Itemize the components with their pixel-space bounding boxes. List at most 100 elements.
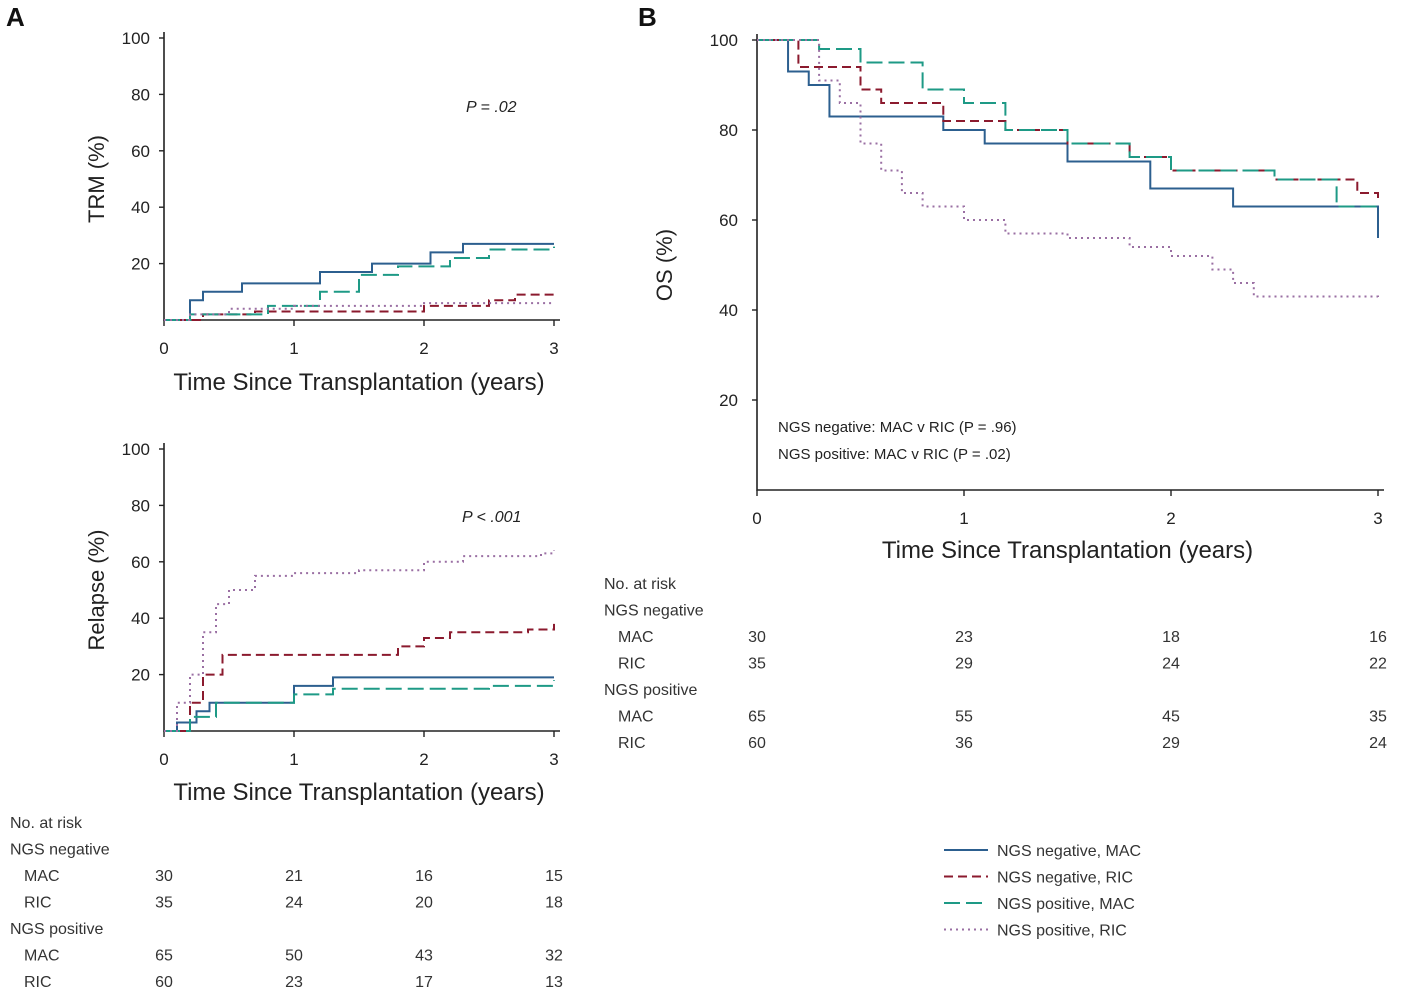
trm-axes: [163, 32, 560, 321]
risk-value: 16: [1369, 629, 1387, 646]
os-ytick-label: 100: [710, 31, 738, 50]
risk-value: 60: [748, 735, 766, 752]
risk-value: 24: [1162, 656, 1180, 673]
relapse-ytick-label: 60: [131, 553, 150, 572]
os-series-ngs-positive-ric: [757, 39, 1379, 301]
panel-label-a: A: [6, 2, 25, 32]
legend: NGS negative, MAC NGS negative, RIC NGS po…: [944, 843, 1141, 940]
risk-value: 29: [1162, 735, 1180, 752]
relapse-chart: 20 40 60 80 100 0 1 2 3 Time Since Transplantatio…: [84, 440, 560, 806]
trm-xtick-label: 0: [159, 339, 168, 358]
trm-x-axis-title: Time Since Transplantation (years): [173, 369, 544, 396]
trm-series-ngs-positive-mac: [164, 246, 555, 321]
trm-p-value: P = .02: [466, 99, 517, 116]
panel-label-b: B: [638, 2, 657, 32]
trm-ytick-label: 80: [131, 85, 150, 104]
risk-value: 23: [285, 974, 303, 991]
risk-value: 23: [955, 629, 973, 646]
relapse-series-ngs-positive-ric: [164, 550, 555, 732]
risk-value: 15: [545, 868, 563, 885]
trm-ytick-label: 100: [122, 29, 150, 48]
risk-value: 45: [1162, 709, 1180, 726]
relapse-p-value: P < .001: [462, 509, 521, 526]
risk-value: 24: [1369, 735, 1387, 752]
os-x-axis-title: Time Since Transplantation (years): [882, 537, 1253, 564]
trm-xtick-label: 3: [549, 339, 558, 358]
risk-value: 36: [955, 735, 973, 752]
risk-value: 60: [155, 974, 173, 991]
risk-row-label: MAC: [24, 948, 60, 965]
risk-value: 29: [955, 656, 973, 673]
trm-xtick-label: 2: [419, 339, 428, 358]
risk-value: 35: [748, 656, 766, 673]
risk-value: 21: [285, 868, 303, 885]
os-ytick-label: 20: [719, 391, 738, 410]
trm-ytick-label: 20: [131, 255, 150, 274]
relapse-ytick-label: 20: [131, 666, 150, 685]
trm-xtick-label: 1: [289, 339, 298, 358]
trm-ytick-label: 60: [131, 142, 150, 161]
risk-value: 17: [415, 974, 433, 991]
os-series-ngs-positive-mac: [757, 39, 1379, 211]
risk-value: 35: [155, 895, 173, 912]
relapse-x-axis-title: Time Since Transplantation (years): [173, 779, 544, 806]
trm-y-axis-title: TRM (%): [84, 135, 109, 223]
relapse-axes: [163, 443, 560, 732]
risk-group-label: NGS positive: [10, 921, 103, 938]
risk-value: 30: [748, 629, 766, 646]
os-chart: 20 40 60 80 100 0 1 2 3 Time Since Transplantatio…: [652, 31, 1384, 564]
legend-label-ngs-positive-ric: NGS positive, RIC: [997, 923, 1127, 940]
relapse-xtick-label: 3: [549, 750, 558, 769]
risk-table-title: No. at risk: [604, 576, 677, 593]
os-annotation-ngs-positive: NGS positive: MAC v RIC (P = .02): [778, 446, 1011, 463]
risk-row-label: RIC: [618, 656, 646, 673]
relapse-xtick-label: 2: [419, 750, 428, 769]
risk-table-title: No. at risk: [10, 815, 83, 832]
os-series-ngs-negative-mac: [757, 39, 1379, 238]
risk-value: 16: [415, 868, 433, 885]
risk-value: 30: [155, 868, 173, 885]
trm-chart: 20 40 60 80 100 0 1 2 3 Time Since Transplantatio…: [84, 29, 560, 396]
os-ytick-label: 40: [719, 301, 738, 320]
risk-value: 24: [285, 895, 303, 912]
trm-series-ngs-negative-mac: [164, 242, 554, 321]
risk-value: 20: [415, 895, 433, 912]
risk-group-label: NGS negative: [10, 842, 110, 859]
os-ytick-label: 60: [719, 211, 738, 230]
legend-label-ngs-negative-mac: NGS negative, MAC: [997, 843, 1141, 860]
trm-series-ngs-positive-ric: [164, 302, 554, 321]
os-xtick-label: 1: [959, 509, 968, 528]
risk-value: 35: [1369, 709, 1387, 726]
legend-label-ngs-positive-mac: NGS positive, MAC: [997, 896, 1135, 913]
relapse-series-ngs-negative-mac: [164, 676, 554, 732]
os-xtick-label: 3: [1373, 509, 1382, 528]
legend-label-ngs-negative-ric: NGS negative, RIC: [997, 870, 1133, 887]
os-xtick-label: 2: [1166, 509, 1175, 528]
os-annotation-ngs-negative: NGS negative: MAC v RIC (P = .96): [778, 419, 1017, 436]
risk-value: 65: [748, 709, 766, 726]
relapse-series-ngs-positive-mac: [164, 680, 555, 732]
risk-value: 55: [955, 709, 973, 726]
relapse-ytick-label: 80: [131, 496, 150, 515]
risk-value: 13: [545, 974, 563, 991]
relapse-series-ngs-negative-ric: [164, 623, 555, 732]
risk-value: 43: [415, 948, 433, 965]
risk-row-label: MAC: [618, 629, 654, 646]
os-xtick-label: 0: [752, 509, 761, 528]
risk-row-label: RIC: [618, 735, 646, 752]
relapse-y-axis-title: Relapse (%): [84, 529, 109, 650]
os-y-axis-title: OS (%): [652, 229, 677, 301]
os-series-ngs-negative-ric: [757, 39, 1379, 202]
trm-series-ngs-negative-ric: [164, 293, 554, 321]
risk-value: 18: [545, 895, 563, 912]
risk-row-label: MAC: [24, 868, 60, 885]
risk-value: 22: [1369, 656, 1387, 673]
risk-row-label: RIC: [24, 895, 52, 912]
relapse-xtick-label: 1: [289, 750, 298, 769]
risk-row-label: MAC: [618, 709, 654, 726]
risk-value: 18: [1162, 629, 1180, 646]
risk-table-a: No. at risk NGS negative MAC 30 21 16 15 RIC 35 2…: [10, 815, 563, 991]
risk-group-label: NGS negative: [604, 603, 704, 620]
risk-row-label: RIC: [24, 974, 52, 991]
